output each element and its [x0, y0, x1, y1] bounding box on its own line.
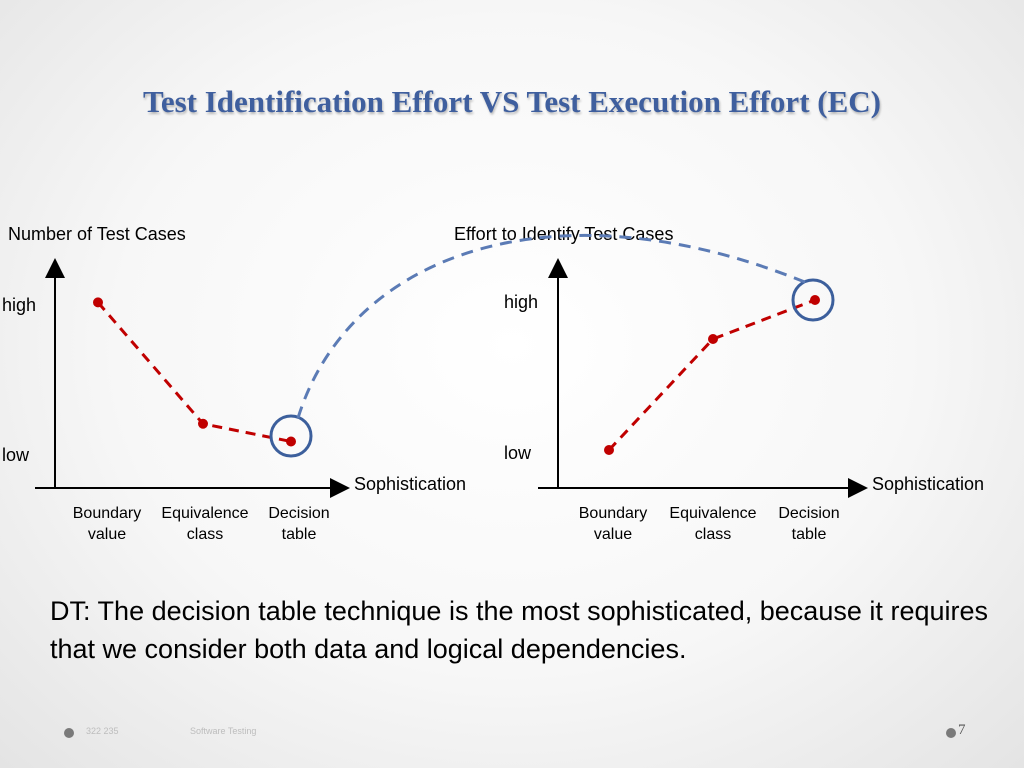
- data-point: [198, 418, 208, 429]
- x-axis-label: Sophistication: [872, 474, 984, 494]
- connector-arc: [296, 234, 813, 419]
- caption-text: DT: The decision table technique is the …: [50, 596, 988, 664]
- data-point: [708, 334, 718, 344]
- page-number: 7: [958, 722, 966, 738]
- series-line: [96, 301, 292, 443]
- chart-number-of-test-cases: Number of Test Cases high low Sophisticatio…: [2, 224, 466, 543]
- slide-title: Test Identification Effort VS Test Execu…: [143, 84, 881, 119]
- category-label-line1: Equivalence: [161, 505, 248, 522]
- footer-course-code: 322 235: [86, 726, 119, 736]
- category-label-line2: class: [695, 526, 731, 543]
- y-tick-low: low: [504, 443, 532, 463]
- category-label-line1: Decision: [268, 505, 329, 522]
- data-point: [604, 445, 614, 455]
- category-label-line2: class: [187, 526, 223, 543]
- y-tick-high: high: [504, 292, 538, 312]
- y-axis-label: Effort to Identify Test Cases: [454, 224, 673, 244]
- footer-course-name: Software Testing: [190, 726, 257, 736]
- footer-bullet-left: [64, 728, 74, 738]
- y-tick-high: high: [2, 295, 36, 315]
- category-label-line1: Boundary: [579, 505, 648, 522]
- footer-bullet-right: [946, 728, 956, 738]
- category-label-line2: value: [88, 526, 126, 543]
- category-label-line2: table: [792, 526, 827, 543]
- x-axis-label: Sophistication: [354, 474, 466, 494]
- data-point: [286, 436, 296, 447]
- category-label-line1: Decision: [778, 505, 839, 522]
- data-point: [810, 295, 820, 305]
- highlight-circle: [269, 414, 313, 458]
- series-line: [607, 298, 816, 452]
- category-label-line1: Boundary: [73, 505, 142, 522]
- category-label-line1: Equivalence: [669, 505, 756, 522]
- category-label-line2: value: [594, 526, 632, 543]
- data-point: [93, 297, 103, 308]
- y-axis-label: Number of Test Cases: [8, 224, 186, 244]
- highlight-circle: [791, 278, 835, 322]
- category-label-line2: table: [282, 526, 317, 543]
- y-tick-low: low: [2, 445, 30, 465]
- chart-effort-to-identify: Effort to Identify Test Cases high low Soph…: [454, 224, 984, 543]
